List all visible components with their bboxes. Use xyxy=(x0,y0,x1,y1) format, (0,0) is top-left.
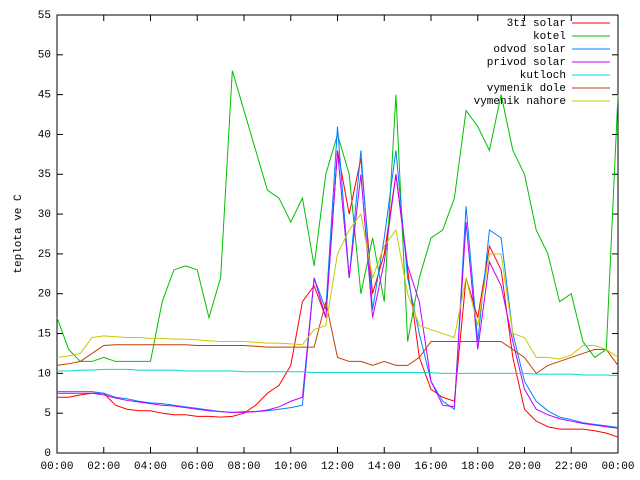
y-tick-label: 25 xyxy=(38,249,51,261)
legend-label: privod solar xyxy=(487,57,566,69)
series-line xyxy=(57,368,619,377)
x-tick-label: 08:00 xyxy=(227,461,260,473)
y-tick-label: 55 xyxy=(38,10,51,22)
legend-label: odvod solar xyxy=(493,44,566,56)
y-tick-label: 30 xyxy=(38,209,51,221)
series-line xyxy=(57,126,619,429)
series-line xyxy=(56,301,619,375)
x-tick-label: 00:00 xyxy=(601,461,634,473)
legend-label: vymenik nahore xyxy=(474,96,566,108)
x-tick-label: 22:00 xyxy=(555,461,588,473)
legend-label: kotel xyxy=(533,31,566,43)
x-tick-label: 06:00 xyxy=(181,461,214,473)
y-tick-label: 10 xyxy=(38,368,51,380)
x-tick-label: 14:00 xyxy=(368,461,401,473)
x-tick-label: 10:00 xyxy=(274,461,307,473)
x-tick-label: 12:00 xyxy=(321,461,354,473)
x-tick-label: 16:00 xyxy=(414,461,447,473)
y-tick-label: 40 xyxy=(38,129,51,141)
y-tick-label: 50 xyxy=(38,50,51,62)
legend-label: vymenik dole xyxy=(487,83,566,95)
x-tick-label: 20:00 xyxy=(508,461,541,473)
x-tick-label: 02:00 xyxy=(87,461,120,473)
x-tick-label: 04:00 xyxy=(134,461,167,473)
x-tick-label: 00:00 xyxy=(40,461,73,473)
y-tick-label: 20 xyxy=(38,289,51,301)
y-tick-label: 0 xyxy=(44,448,51,460)
series-line xyxy=(57,150,619,438)
x-tick-label: 18:00 xyxy=(461,461,494,473)
y-tick-label: 45 xyxy=(38,90,51,102)
y-tick-label: 35 xyxy=(38,169,51,181)
y-axis-label: teplota ve C xyxy=(13,194,25,274)
series-line xyxy=(57,150,619,429)
legend-label: kutloch xyxy=(520,70,566,82)
series-line xyxy=(56,212,619,360)
series-line xyxy=(56,70,619,362)
legend-label: 3ti solar xyxy=(507,18,566,30)
y-tick-label: 5 xyxy=(44,408,51,420)
y-tick-label: 15 xyxy=(38,328,51,340)
